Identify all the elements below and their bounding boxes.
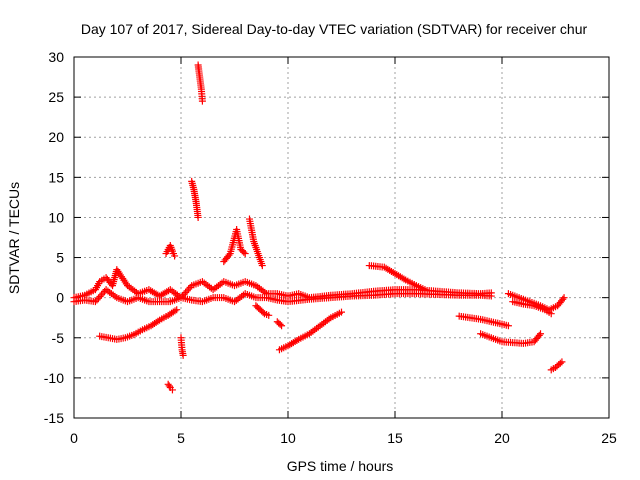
data-point: [537, 330, 545, 338]
y-tick-label: -5: [52, 330, 65, 346]
data-point: [535, 331, 543, 339]
y-tick-label: 15: [48, 169, 64, 185]
data-point: [93, 296, 101, 304]
data-point: [194, 213, 202, 221]
y-axis-label: SDTVAR / TECUs: [6, 182, 22, 294]
data-point: [179, 351, 187, 359]
data-point: [182, 289, 190, 297]
axis-ticks: -15 -10 -5 0 5 10 15 20 25 30 0 5 10 15 20 25: [44, 49, 617, 446]
data-point: [186, 283, 194, 291]
y-tick-label: 5: [56, 250, 64, 266]
data-point: [180, 290, 188, 298]
data-point: [278, 322, 286, 330]
x-tick-label: 10: [280, 430, 296, 446]
data-point: [338, 308, 345, 316]
y-tick-label: -10: [44, 370, 64, 386]
data-point: [559, 295, 567, 303]
data-point: [259, 308, 267, 316]
data-point: [99, 289, 107, 297]
x-tick-label: 20: [494, 430, 510, 446]
data-point: [504, 322, 512, 330]
data-point: [94, 294, 102, 302]
data-point: [558, 358, 566, 366]
y-tick-label: 0: [56, 290, 64, 306]
x-tick-label: 25: [601, 430, 617, 446]
data-point: [154, 317, 162, 325]
data-point: [198, 97, 206, 105]
data-point: [265, 311, 273, 319]
data-point: [240, 248, 248, 256]
x-axis-label: GPS time / hours: [287, 458, 394, 474]
data-point: [173, 306, 181, 314]
data-point: [560, 294, 568, 302]
y-tick-label: -15: [44, 410, 64, 426]
x-tick-label: 0: [70, 430, 78, 446]
data-point: [241, 250, 249, 258]
y-tick-label: 25: [48, 89, 64, 105]
data-point: [168, 386, 176, 394]
data-point: [98, 291, 106, 299]
y-tick-label: 30: [48, 49, 64, 65]
data-point: [165, 382, 173, 390]
chart-title: Day 107 of 2017, Sidereal Day-to-day VTE…: [81, 21, 588, 37]
data-point: [547, 310, 555, 318]
data-point: [487, 292, 495, 300]
data-point: [556, 359, 564, 367]
data-point: [276, 320, 284, 328]
plot-frame: [73, 56, 610, 419]
y-tick-label: 10: [48, 209, 64, 225]
x-tick-label: 15: [387, 430, 403, 446]
data-point: [96, 293, 104, 301]
grid: [74, 57, 609, 418]
data-point: [183, 287, 191, 295]
data-points: [70, 61, 568, 394]
data-point: [225, 251, 233, 259]
data-point: [185, 285, 193, 293]
data-point: [421, 286, 429, 294]
data-point: [171, 252, 179, 260]
data-point: [258, 262, 266, 270]
x-tick-label: 5: [177, 430, 185, 446]
data-point: [171, 307, 179, 315]
y-tick-label: 20: [48, 129, 64, 145]
data-point: [91, 298, 99, 306]
